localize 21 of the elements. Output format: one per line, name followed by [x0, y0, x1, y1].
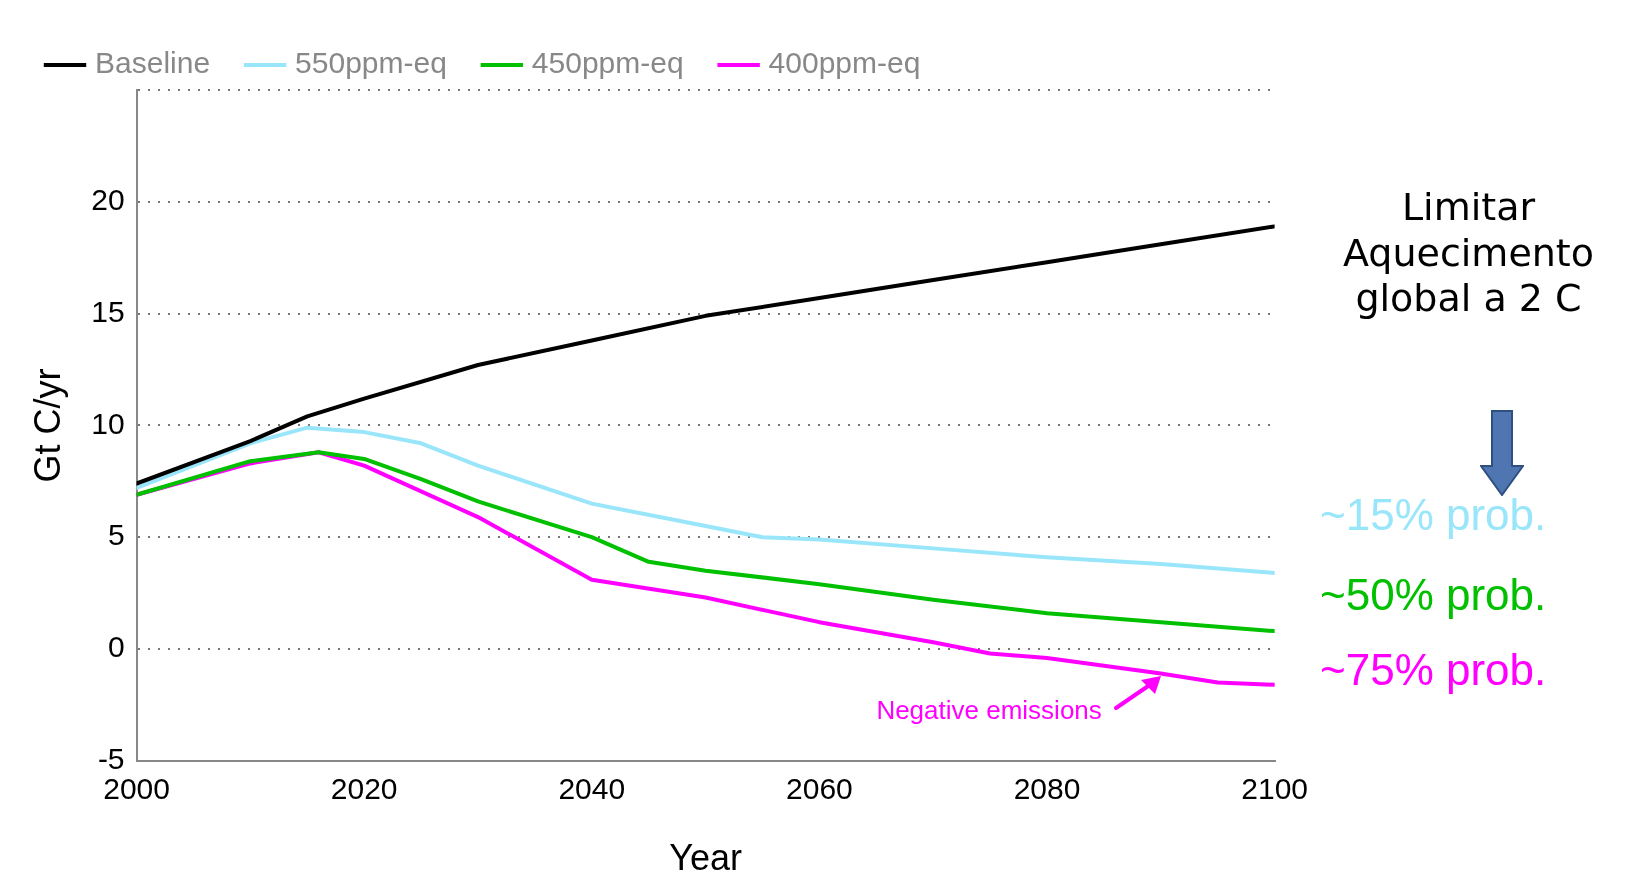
y-tick-label: 10	[91, 406, 125, 440]
text: ~50% prob.	[1320, 570, 1547, 620]
text: ~75% prob.	[1320, 645, 1547, 695]
y-tick-label: 0	[107, 630, 125, 664]
text: ~15% prob.	[1320, 490, 1547, 540]
x-tick-label: 2020	[330, 772, 398, 806]
x-tick-label: 2080	[1013, 772, 1081, 806]
y-tick-label: 20	[91, 183, 125, 217]
x-tick-label: 2060	[786, 772, 853, 806]
y-axis-title: Gt C/yr	[26, 368, 68, 483]
legend-label: 450ppm-eq	[531, 46, 684, 80]
x-tick-label: 2100	[1241, 772, 1309, 806]
x-axis-title: Year	[669, 837, 742, 879]
x-tick-label: 2040	[558, 772, 626, 806]
legend-label: Baseline	[95, 46, 211, 80]
y-tick-label: 5	[107, 518, 125, 552]
legend-label: 550ppm-eq	[295, 46, 447, 80]
y-tick-label: 15	[91, 294, 125, 328]
text: Limitar Aquecimento global a 2 C	[1342, 185, 1595, 322]
annotation: Negative emissions	[876, 695, 1102, 725]
legend-label: 400ppm-eq	[768, 46, 921, 80]
